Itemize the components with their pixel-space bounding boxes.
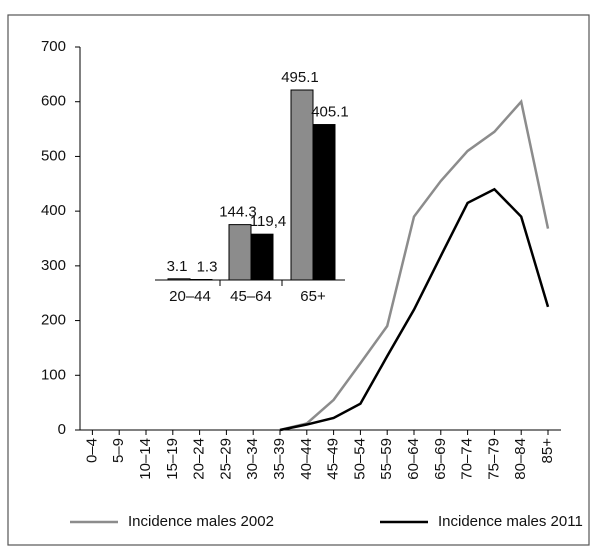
- x-tick-label: 10–14: [137, 438, 154, 480]
- inset-category-label: 65+: [300, 288, 326, 305]
- inset-category-label: 20–44: [169, 288, 211, 305]
- x-tick-label: 0–4: [83, 438, 100, 463]
- x-tick-label: 15–19: [164, 438, 181, 480]
- x-tick-label: 70–74: [459, 438, 476, 480]
- inset-value-label: 405.1: [311, 104, 349, 121]
- x-tick-label: 45–49: [325, 438, 342, 480]
- x-tick-label: 80–84: [512, 438, 529, 480]
- y-tick-label: 300: [41, 257, 66, 274]
- inset-bar: [229, 225, 251, 280]
- x-tick-label: 50–54: [351, 438, 368, 480]
- x-tick-label: 25–29: [217, 438, 234, 480]
- x-tick-label: 40–44: [298, 438, 315, 480]
- x-tick-label: 35–39: [271, 438, 288, 480]
- x-tick-label: 60–64: [405, 438, 422, 480]
- inset-value-label: 495.1: [281, 69, 319, 86]
- inset-value-label: 1.3: [197, 258, 218, 275]
- x-tick-label: 20–24: [191, 438, 208, 480]
- legend-label: Incidence males 2011: [438, 513, 583, 530]
- y-tick-label: 0: [58, 421, 66, 438]
- y-tick-label: 200: [41, 312, 66, 329]
- x-tick-label: 5–9: [110, 438, 127, 463]
- y-tick-label: 700: [41, 38, 66, 55]
- y-tick-label: 600: [41, 93, 66, 110]
- y-tick-label: 500: [41, 147, 66, 164]
- x-tick-label: 85+: [539, 438, 556, 464]
- inset-bar: [313, 125, 335, 280]
- inset-bar: [291, 90, 313, 280]
- inset-value-label: 3.1: [167, 258, 188, 275]
- x-tick-label: 55–59: [378, 438, 395, 480]
- legend-label: Incidence males 2002: [128, 513, 274, 530]
- x-tick-label: 30–34: [244, 438, 261, 480]
- x-tick-label: 65–69: [432, 438, 449, 480]
- y-tick-label: 100: [41, 366, 66, 383]
- inset-category-label: 45–64: [230, 288, 272, 305]
- x-tick-label: 75–79: [485, 438, 502, 480]
- inset-bar: [168, 279, 190, 280]
- y-tick-label: 400: [41, 202, 66, 219]
- inset-bar: [251, 234, 273, 280]
- inset-value-label: 119,4: [250, 213, 286, 230]
